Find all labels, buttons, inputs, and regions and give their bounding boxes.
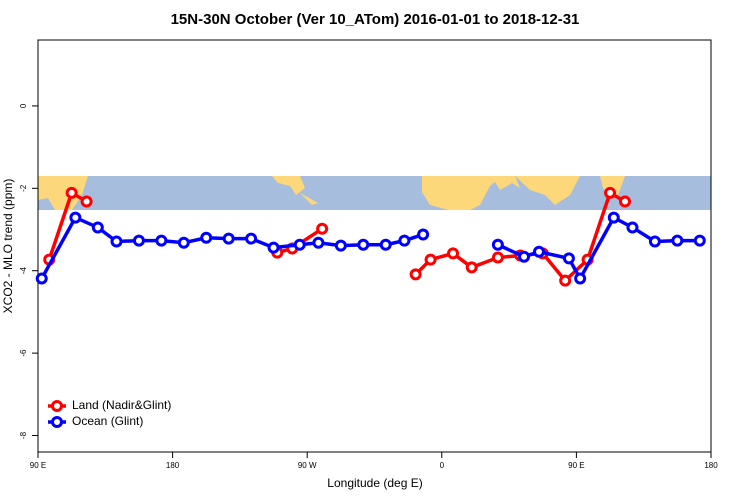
x-tick-label: 180 xyxy=(704,461,718,470)
point xyxy=(671,234,684,247)
point xyxy=(559,274,572,287)
point xyxy=(465,261,478,274)
y-tick-label: -6 xyxy=(19,349,28,357)
x-tick-label: 90 E xyxy=(568,461,584,470)
point xyxy=(155,234,168,247)
x-tick-label: 90 W xyxy=(298,461,317,470)
y-tick-label: 0 xyxy=(19,103,28,108)
legend-label: Ocean (Glint) xyxy=(72,414,143,428)
y-tick-label: -8 xyxy=(19,431,28,439)
point xyxy=(518,250,531,263)
point xyxy=(222,232,235,245)
y-tick-label: -4 xyxy=(19,267,28,275)
point xyxy=(245,232,258,245)
point xyxy=(379,238,392,251)
point xyxy=(562,252,575,265)
point xyxy=(357,238,370,251)
point xyxy=(293,238,306,251)
point xyxy=(533,245,546,258)
point xyxy=(604,186,617,199)
point xyxy=(80,195,93,208)
y-axis-label: XCO2 - MLO trend (ppm) xyxy=(1,179,15,314)
point xyxy=(447,247,460,260)
x-tick-label: 0 xyxy=(440,461,445,470)
point xyxy=(619,195,632,208)
point xyxy=(607,211,620,224)
point xyxy=(417,228,430,241)
legend-marker xyxy=(51,400,63,412)
point xyxy=(316,222,329,235)
plot-frame xyxy=(37,39,712,453)
point xyxy=(132,234,145,247)
point xyxy=(91,221,104,234)
point xyxy=(35,272,48,285)
point xyxy=(398,234,411,247)
point xyxy=(200,231,213,244)
series-line xyxy=(40,215,700,283)
point xyxy=(626,221,639,234)
point xyxy=(491,251,504,264)
point xyxy=(312,236,325,249)
point xyxy=(648,235,661,248)
point xyxy=(424,253,437,266)
point xyxy=(267,241,280,254)
point xyxy=(69,211,82,224)
point xyxy=(574,272,587,285)
legend-marker xyxy=(51,416,63,428)
y-tick-label: -2 xyxy=(19,184,28,192)
x-tick-label: 90 E xyxy=(30,461,46,470)
point xyxy=(693,234,706,247)
point xyxy=(65,186,78,199)
point xyxy=(110,235,123,248)
chart-title: 15N-30N October (Ver 10_ATom) 2016-01-01… xyxy=(171,11,580,28)
x-axis-label: Longitude (deg E) xyxy=(327,476,422,490)
legend-label: Land (Nadir&Glint) xyxy=(72,398,171,412)
point xyxy=(491,238,504,251)
point xyxy=(334,239,347,252)
point xyxy=(409,268,422,281)
map-band xyxy=(38,176,711,210)
x-tick-label: 180 xyxy=(166,461,180,470)
point xyxy=(177,236,190,249)
